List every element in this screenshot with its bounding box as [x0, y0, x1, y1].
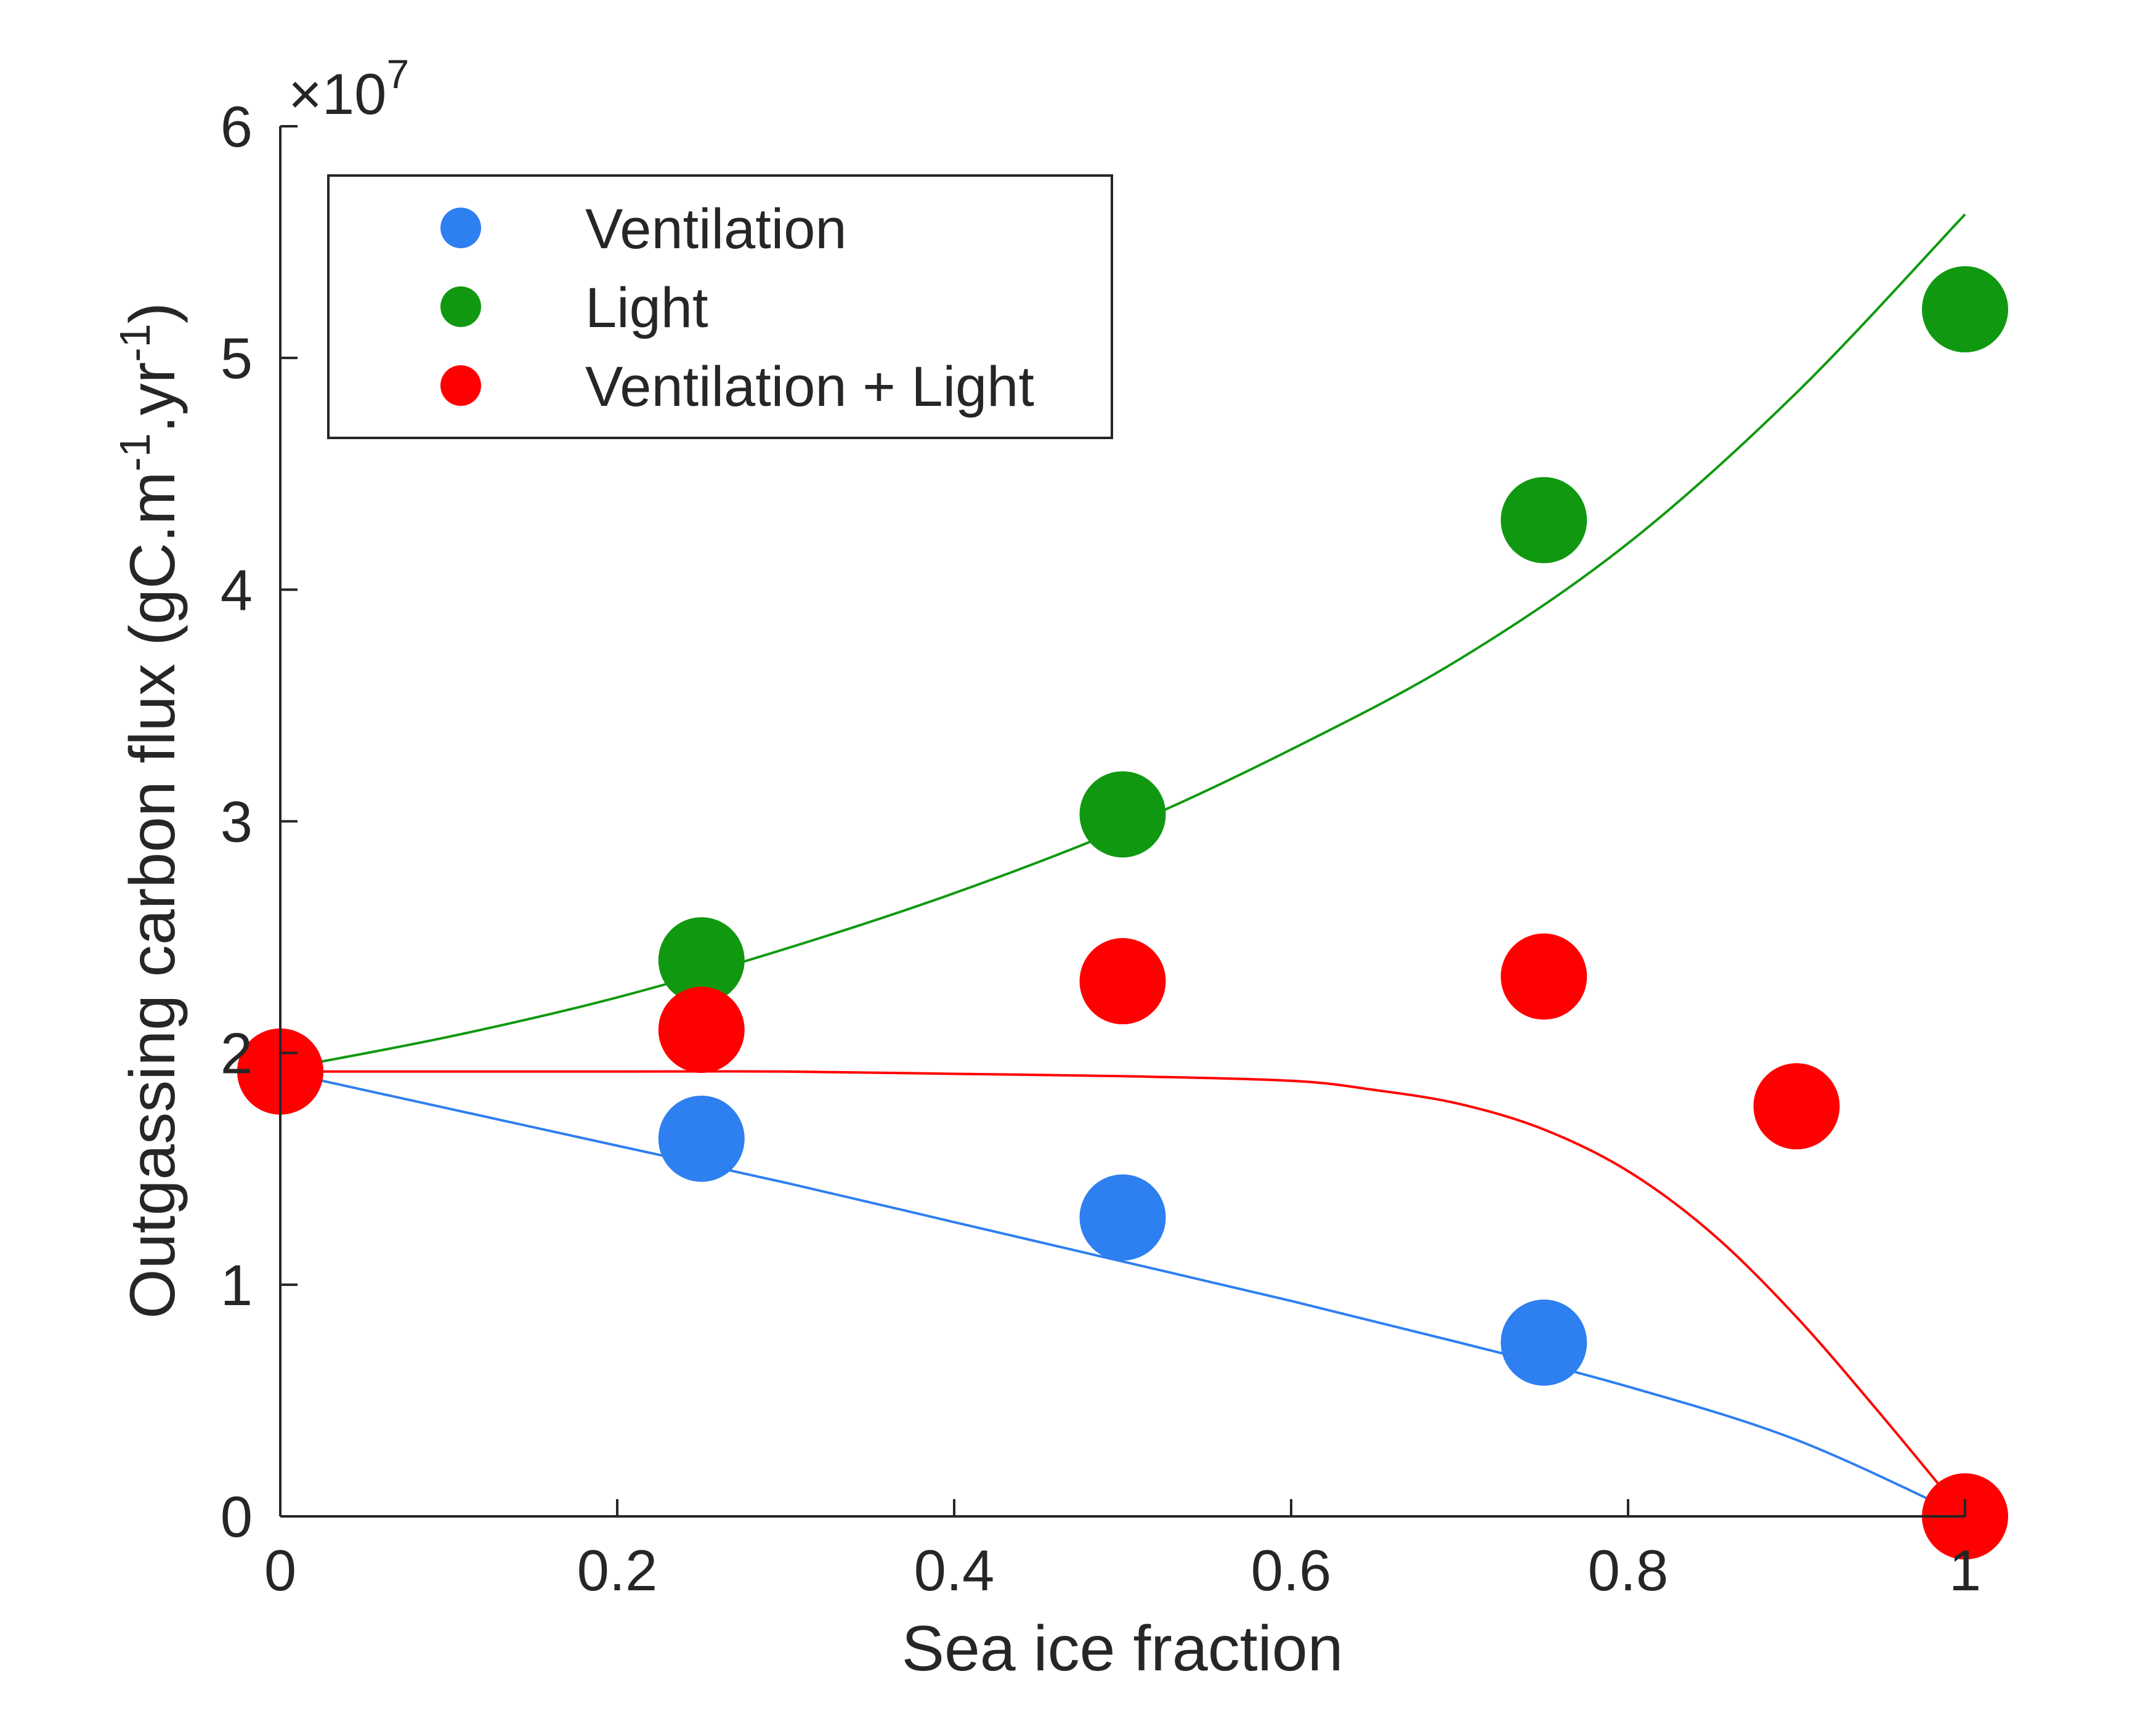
legend-marker-light — [440, 286, 481, 327]
legend-label-ventilation: Ventilation — [585, 198, 847, 261]
y-tick-label: 6 — [221, 94, 253, 159]
x-tick-label: 0 — [264, 1538, 296, 1603]
legend-marker-ventilation — [440, 208, 481, 248]
fit-curve-ventilation — [280, 1070, 1966, 1518]
data-point-light — [1501, 477, 1587, 564]
y-multiplier: ×107 — [288, 51, 409, 126]
legend-label-light: Light — [585, 277, 708, 339]
data-point-ventilation-light — [1079, 938, 1166, 1025]
data-point-ventilation — [1079, 1174, 1166, 1261]
data-point-light — [658, 917, 745, 1004]
data-point-light — [1079, 771, 1166, 858]
data-point-ventilation — [1501, 1299, 1587, 1386]
y-axis-label-end: ) — [117, 302, 188, 324]
y-ticks: 0 1 2 3 4 5 6 — [221, 94, 298, 1549]
data-markers — [237, 266, 2008, 1559]
fit-curve-ventilation-light — [280, 1070, 1966, 1518]
data-point-ventilation-light — [1753, 1063, 1840, 1150]
x-tick-label: 1 — [1949, 1538, 1981, 1603]
y-axis-label-sup2: -1 — [111, 323, 159, 362]
y-tick-label: 1 — [221, 1253, 253, 1317]
data-point-ventilation — [658, 1095, 745, 1182]
y-tick-label: 5 — [221, 326, 253, 390]
y-tick-label: 0 — [221, 1484, 253, 1549]
legend-label-ventilation-light: Ventilation + Light — [585, 355, 1034, 418]
data-point-ventilation-light — [658, 987, 745, 1074]
y-tick-label: 2 — [221, 1021, 253, 1086]
y-tick-label: 4 — [221, 557, 253, 622]
y-axis-label-mid: .yr — [117, 362, 188, 434]
y-axis-label-sup1: -1 — [111, 433, 159, 471]
x-axis-label: Sea ice fraction — [902, 1613, 1343, 1685]
legend-marker-ventilation-light — [440, 365, 481, 406]
y-axis-label: Outgassing carbon flux (gC.m-1.yr-1) — [111, 302, 188, 1319]
x-tick-label: 0.2 — [577, 1538, 658, 1603]
x-tick-label: 0.8 — [1588, 1538, 1669, 1603]
x-ticks: 0 0.2 0.4 0.6 0.8 1 — [264, 1499, 1981, 1603]
x-tick-label: 0.6 — [1251, 1538, 1332, 1603]
y-multiplier-exponent: 7 — [386, 51, 409, 97]
legend: Ventilation Light Ventilation + Light — [327, 174, 1113, 439]
data-point-light — [1922, 266, 2008, 353]
y-tick-label: 3 — [221, 790, 253, 854]
x-tick-label: 0.4 — [914, 1538, 995, 1603]
data-point-ventilation-light — [1501, 933, 1587, 1020]
